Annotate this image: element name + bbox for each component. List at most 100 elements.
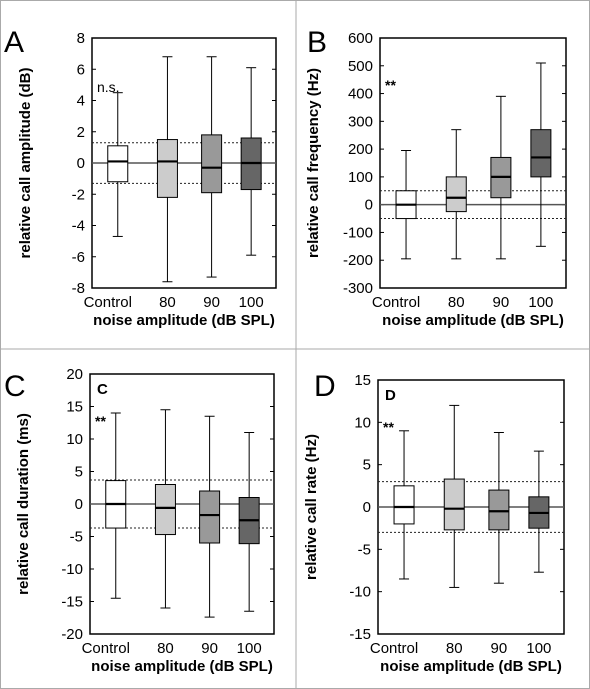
plot-frame	[379, 37, 567, 289]
y-tick-label: -20	[61, 626, 83, 643]
significance-label: **	[385, 77, 396, 93]
y-tick-label: -4	[72, 218, 85, 235]
x-tick-label: Control	[82, 640, 130, 657]
y-tick-label: -200	[343, 252, 373, 269]
box-control	[395, 150, 417, 260]
x-axis-title: noise amplitude (dB SPL)	[93, 312, 275, 329]
x-tick-label: 80	[157, 640, 174, 657]
y-axis-title: relative call duration (ms)	[15, 413, 32, 595]
inner-panel-label: C	[97, 381, 108, 398]
significance-label: **	[95, 413, 106, 429]
y-tick-label: 100	[348, 169, 373, 186]
y-tick-label: 5	[75, 464, 83, 481]
y-axis-title: relative call amplitude (dB)	[17, 68, 34, 259]
box-iqr	[156, 139, 178, 198]
panel-letter: B	[307, 26, 327, 59]
panel-b: B -300 -200 -100 0 100 200 300 400 500 600 ** Contro…	[305, 26, 567, 329]
box-iqr	[443, 478, 465, 531]
panel-letter: A	[4, 26, 24, 59]
y-tick-label: -15	[349, 626, 371, 643]
y-tick-label: 15	[66, 399, 83, 416]
x-tick-label: 90	[493, 294, 510, 311]
box-iqr	[199, 490, 221, 544]
inner-panel-label: D	[385, 387, 396, 404]
y-tick-label: 0	[77, 155, 85, 172]
box-iqr	[530, 129, 552, 178]
y-tick-label: 0	[365, 197, 373, 214]
x-tick-label: 90	[203, 294, 220, 311]
box-80	[154, 409, 176, 609]
y-tick-label: -2	[72, 186, 85, 203]
y-tick-label: 8	[77, 30, 85, 47]
x-tick-label: 100	[528, 294, 553, 311]
box-control	[105, 412, 127, 599]
box-100	[240, 67, 262, 256]
y-tick-label: 2	[77, 124, 85, 141]
y-tick-label: 10	[66, 431, 83, 448]
x-axis-title: noise amplitude (dB SPL)	[382, 312, 564, 329]
x-tick-label: Control	[372, 294, 420, 311]
box-80	[443, 404, 465, 588]
significance-label: n.s.	[97, 79, 120, 95]
box-80	[445, 129, 467, 260]
y-tick-label: 6	[77, 61, 85, 78]
x-tick-label: Control	[370, 640, 418, 657]
y-tick-label: 5	[363, 457, 371, 474]
box-iqr	[393, 485, 415, 525]
x-tick-label: Control	[84, 294, 132, 311]
box-100	[528, 450, 550, 573]
y-tick-label: -10	[61, 561, 83, 578]
y-tick-label: 300	[348, 113, 373, 130]
x-tick-label: 80	[159, 294, 176, 311]
y-tick-label: 15	[354, 372, 371, 389]
box-iqr	[107, 145, 129, 183]
panel-letter: C	[4, 370, 26, 403]
y-tick-label: 400	[348, 86, 373, 103]
box-control	[393, 430, 415, 580]
y-axis-title: relative call frequency (Hz)	[305, 68, 322, 258]
y-tick-label: 500	[348, 58, 373, 75]
y-tick-label: -8	[72, 280, 85, 297]
y-tick-label: -100	[343, 224, 373, 241]
x-axis-title: noise amplitude (dB SPL)	[380, 658, 562, 675]
box-80	[156, 56, 178, 283]
box-90	[490, 95, 512, 260]
x-tick-label: 100	[239, 294, 264, 311]
significance-label: **	[383, 419, 394, 435]
box-control	[107, 92, 129, 237]
y-tick-label: -10	[349, 584, 371, 601]
x-tick-label: 80	[446, 640, 463, 657]
box-100	[238, 432, 260, 612]
box-90	[199, 415, 221, 618]
y-tick-label: 0	[75, 496, 83, 513]
x-tick-label: 90	[491, 640, 508, 657]
y-tick-label: 10	[354, 414, 371, 431]
y-tick-label: -15	[61, 594, 83, 611]
panel-c: C -20 -15 -10 -5 0 5 10 15 20 ** C Control 80 90 100noi…	[4, 366, 275, 675]
box-90	[201, 56, 223, 278]
box-iqr	[488, 489, 510, 531]
y-tick-label: 200	[348, 141, 373, 158]
y-tick-label: 4	[77, 93, 85, 110]
y-tick-label: -5	[70, 529, 83, 546]
box-iqr	[154, 484, 176, 536]
y-tick-label: -6	[72, 249, 85, 266]
y-tick-label: -5	[358, 541, 371, 558]
x-tick-label: 90	[201, 640, 218, 657]
box-90	[488, 431, 510, 584]
box-iqr	[445, 176, 467, 213]
box-iqr	[201, 134, 223, 194]
x-tick-label: 100	[237, 640, 262, 657]
x-tick-label: 80	[448, 294, 465, 311]
y-tick-label: 20	[66, 366, 83, 383]
x-tick-label: 100	[526, 640, 551, 657]
y-tick-label: -300	[343, 280, 373, 297]
box-100	[530, 62, 552, 247]
panel-letter: D	[314, 370, 336, 403]
x-axis-title: noise amplitude (dB SPL)	[91, 658, 273, 675]
y-tick-label: 600	[348, 30, 373, 47]
